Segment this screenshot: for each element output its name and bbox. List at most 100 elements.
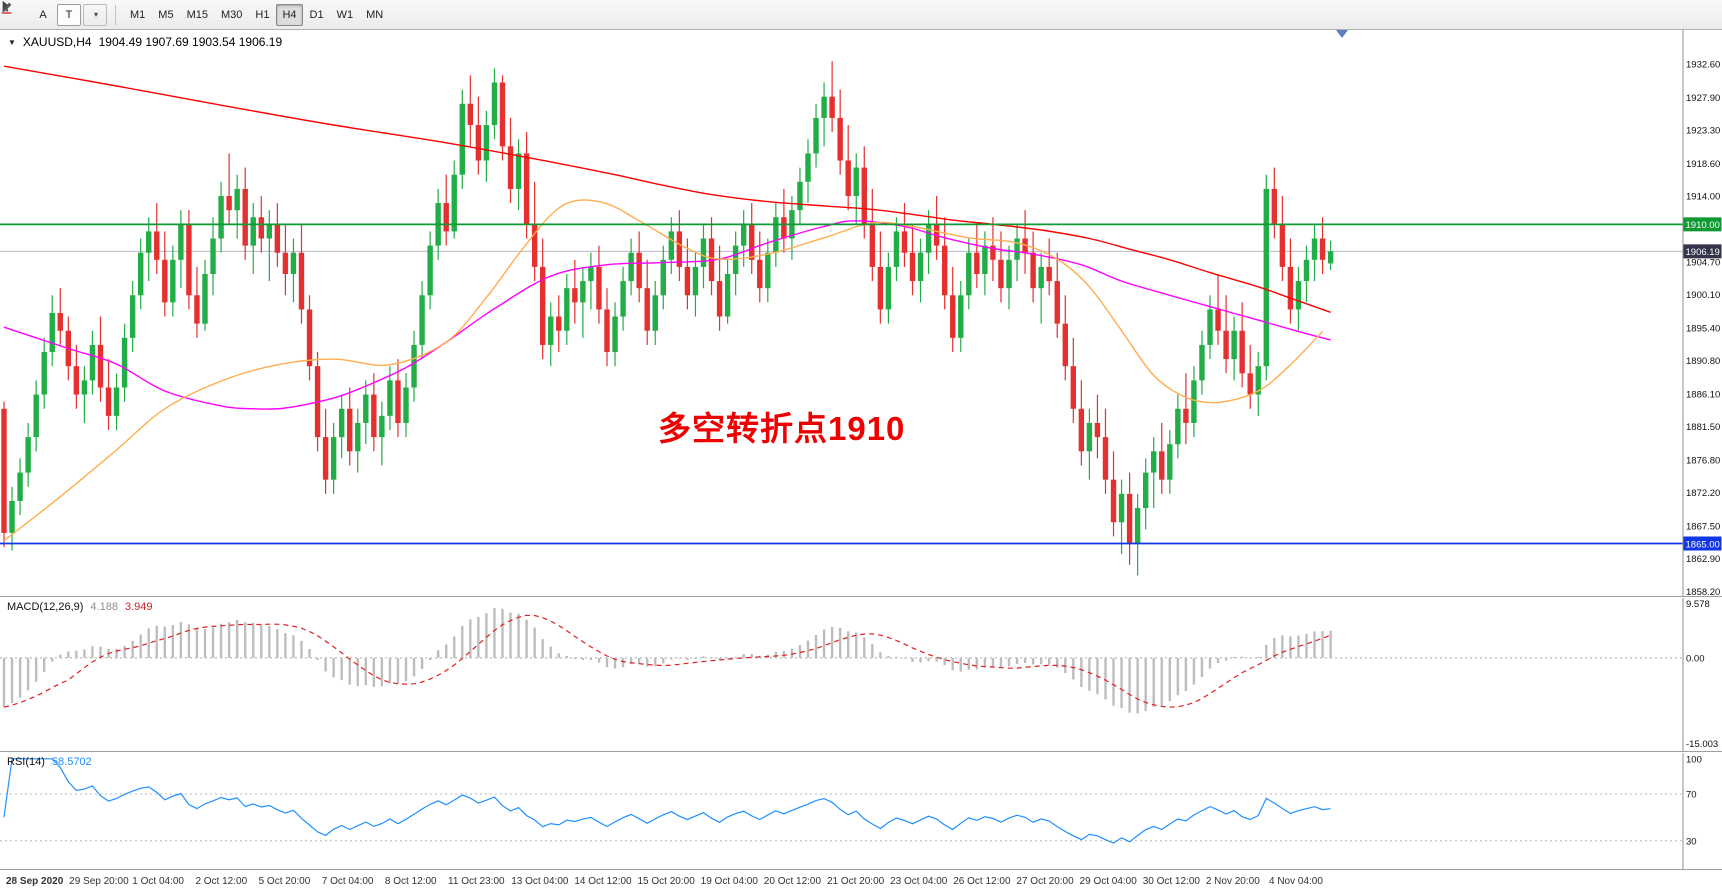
candle <box>580 266 586 338</box>
candle <box>1062 295 1068 381</box>
candle <box>73 344 80 409</box>
candle <box>821 82 827 147</box>
macd-canvas[interactable]: 9.578 0.00 -15.003 <box>0 598 1722 752</box>
candle <box>491 68 498 140</box>
candle <box>306 295 313 381</box>
candle <box>1167 430 1173 494</box>
candle <box>298 224 305 324</box>
time-label: 26 Oct 12:00 <box>953 876 1011 887</box>
time-axis[interactable]: 28 Sep 2020 29 Sep 20:00 1 Oct 04:00 2 Oct … <box>0 869 1722 896</box>
candle <box>419 281 425 360</box>
candle <box>81 366 88 423</box>
candle <box>17 458 23 516</box>
time-label: 8 Oct 12:00 <box>384 876 437 887</box>
timeframe-group: M1 M5 M15 M30 H1 H4 D1 W1 MN <box>124 3 389 26</box>
text-label-button[interactable]: T <box>57 3 81 26</box>
chart-annotation-text: 多空转折点1910 <box>658 410 906 447</box>
candle <box>531 181 538 282</box>
time-label: 5 Oct 20:00 <box>258 876 311 887</box>
candle <box>1102 408 1109 494</box>
symbol-period-label: XAUUSD,H4 <box>22 35 92 49</box>
svg-text:1932.60: 1932.60 <box>1686 60 1720 71</box>
candle <box>757 231 763 303</box>
candle <box>1303 245 1310 303</box>
timeframe-button-h1[interactable]: H1 <box>249 4 275 26</box>
timeframe-button-mn[interactable]: MN <box>360 4 389 26</box>
chart-shift-marker[interactable] <box>1336 30 1348 38</box>
timeframe-button-m30[interactable]: M30 <box>215 4 248 26</box>
text-annotation-button[interactable]: A <box>31 4 55 26</box>
candle <box>917 238 924 303</box>
rsi-value: 58.5702 <box>51 756 92 768</box>
price-chart-panel[interactable]: 1932.60 1927.90 1923.30 1918.60 1914.00 1904.… <box>0 30 1722 596</box>
candle <box>556 295 562 353</box>
candle <box>950 266 956 353</box>
rsi-canvas[interactable]: 100 70 30 <box>0 753 1722 870</box>
candle <box>1159 422 1165 494</box>
candle <box>387 366 393 431</box>
rsi-label: RSI(14) 58.5702 <box>7 756 92 768</box>
candle <box>974 224 980 289</box>
candle <box>194 266 200 338</box>
candle <box>1311 224 1318 282</box>
svg-text:1906.19: 1906.19 <box>1686 247 1720 258</box>
candle <box>1271 167 1278 239</box>
symbol-title: ▼ XAUUSD,H4 1904.49 1907.69 1903.54 1906… <box>8 35 282 49</box>
draw-style-button[interactable]: ▾ <box>1 2 107 26</box>
candle <box>1279 195 1286 282</box>
time-label: 2 Nov 20:00 <box>1205 876 1260 887</box>
candle <box>347 387 353 466</box>
candle <box>1223 295 1229 374</box>
candle <box>829 61 835 133</box>
candle <box>572 259 578 324</box>
candle <box>186 210 192 310</box>
svg-text:-15.003: -15.003 <box>1686 739 1718 750</box>
timeframe-button-w1[interactable]: W1 <box>331 4 360 26</box>
candle <box>1199 330 1205 395</box>
timeframe-button-d1[interactable]: D1 <box>304 4 330 26</box>
chart-dropdown-icon[interactable]: ▼ <box>8 37 16 47</box>
rsi-scale[interactable]: 100 70 30 <box>1682 753 1702 870</box>
time-label: 19 Oct 04:00 <box>700 876 758 887</box>
candle <box>210 217 216 296</box>
svg-text:100: 100 <box>1686 754 1702 765</box>
candle <box>1287 238 1294 324</box>
time-label: 14 Oct 12:00 <box>574 876 632 887</box>
svg-text:1910.00: 1910.00 <box>1686 220 1720 231</box>
candle <box>371 373 377 452</box>
candle <box>523 132 530 239</box>
time-label: 11 Oct 23:00 <box>448 876 505 887</box>
candle <box>684 238 691 310</box>
candle <box>660 245 666 310</box>
candle <box>925 210 932 274</box>
candle <box>982 231 988 296</box>
macd-scale[interactable]: 9.578 0.00 -15.003 <box>1682 598 1718 752</box>
candle <box>154 203 160 274</box>
candle <box>1239 302 1245 388</box>
toolbar: A T ▾ M1 M5 M15 M30 H1 H4 D1 W1 MN <box>0 0 1722 30</box>
candle <box>459 89 465 189</box>
timeframe-button-h4[interactable]: H4 <box>276 3 303 26</box>
timeframe-button-m5[interactable]: M5 <box>152 4 179 26</box>
candle <box>781 188 787 253</box>
candle <box>338 394 345 459</box>
candle <box>548 302 554 367</box>
svg-text:1923.30: 1923.30 <box>1686 126 1720 137</box>
candle <box>25 422 31 487</box>
price-chart-canvas[interactable]: 1932.60 1927.90 1923.30 1918.60 1914.00 1904.… <box>0 30 1722 596</box>
candle <box>692 252 699 317</box>
candle <box>1022 210 1028 274</box>
candle <box>797 167 803 225</box>
macd-panel[interactable]: 9.578 0.00 -15.003 MACD(12,26,9) 4.188 3.9… <box>0 596 1722 752</box>
time-label: 30 Oct 12:00 <box>1142 876 1200 887</box>
svg-text:30: 30 <box>1686 836 1697 847</box>
timeframe-button-m15[interactable]: M15 <box>181 4 214 26</box>
price-scale[interactable]: 1932.60 1927.90 1923.30 1918.60 1914.00 1904.… <box>1682 30 1722 596</box>
candle <box>379 401 385 466</box>
rsi-panel[interactable]: 100 70 30 RSI(14) 58.5702 <box>0 751 1722 870</box>
timeframe-button-m1[interactable]: M1 <box>124 4 151 26</box>
candle <box>1231 316 1237 381</box>
time-label: 29 Sep 20:00 <box>69 876 129 887</box>
candle <box>998 231 1004 303</box>
svg-text:1914.00: 1914.00 <box>1686 191 1720 202</box>
